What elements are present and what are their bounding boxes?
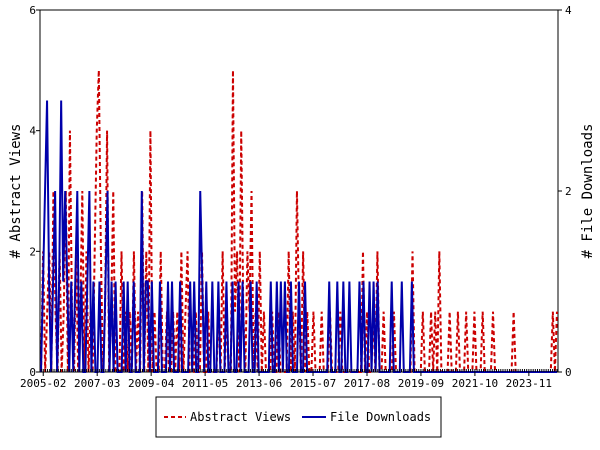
y-axis-left-title: # Abstract Views [8, 124, 24, 259]
x-tick-label: 2021-10 [452, 377, 498, 390]
y-axis-right-title: # File Downloads [580, 124, 596, 259]
x-tick-label: 2013-06 [236, 377, 282, 390]
axis-layer: 0 2 4 6 0 2 4 2005-02 2007-03 2009-04 2011-05 2013-… [20, 4, 572, 390]
legend: Abstract Views File Downloads [155, 396, 442, 438]
y-left-tick-label: 4 [29, 125, 36, 138]
y-right-tick-label: 0 [565, 366, 572, 379]
x-tick-label: 2023-11 [506, 377, 552, 390]
y-left-tick-label: 2 [29, 245, 36, 258]
y-right-tick-label: 4 [565, 4, 572, 17]
x-tick-label: 2015-07 [290, 377, 336, 390]
x-tick-label: 2009-04 [128, 377, 175, 390]
x-tick-label: 2017-08 [344, 377, 390, 390]
legend-label-file-downloads: File Downloads [330, 410, 431, 424]
x-tick-label: 2005-02 [20, 377, 66, 390]
legend-box [155, 396, 442, 438]
y-right-tick-label: 2 [565, 185, 572, 198]
y-left-tick-label: 0 [29, 366, 36, 379]
x-tick-label: 2011-05 [182, 377, 228, 390]
x-tick-label: 2019-09 [398, 377, 444, 390]
y-left-tick-label: 6 [29, 4, 36, 17]
x-tick-label: 2007-03 [74, 377, 120, 390]
legend-label-abstract-views: Abstract Views [190, 410, 291, 424]
